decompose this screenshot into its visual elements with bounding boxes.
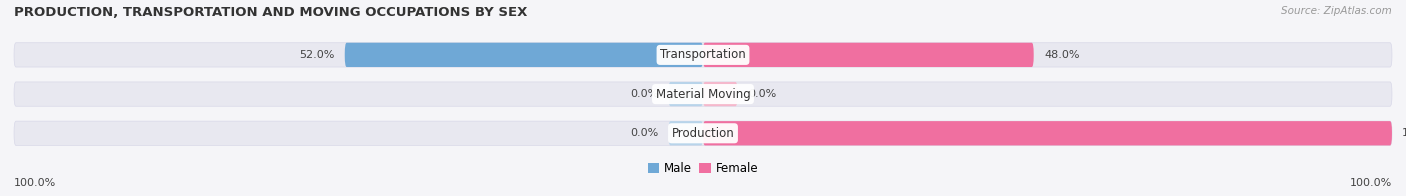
FancyBboxPatch shape: [703, 43, 1033, 67]
Text: 52.0%: 52.0%: [299, 50, 335, 60]
FancyBboxPatch shape: [703, 121, 1392, 145]
FancyBboxPatch shape: [14, 121, 1392, 145]
Text: 0.0%: 0.0%: [630, 89, 658, 99]
Text: 0.0%: 0.0%: [630, 128, 658, 138]
Text: Production: Production: [672, 127, 734, 140]
FancyBboxPatch shape: [669, 82, 703, 106]
Text: PRODUCTION, TRANSPORTATION AND MOVING OCCUPATIONS BY SEX: PRODUCTION, TRANSPORTATION AND MOVING OC…: [14, 6, 527, 19]
Text: Source: ZipAtlas.com: Source: ZipAtlas.com: [1281, 6, 1392, 16]
FancyBboxPatch shape: [703, 82, 738, 106]
FancyBboxPatch shape: [669, 121, 703, 145]
Text: 100.0%: 100.0%: [14, 178, 56, 188]
Legend: Male, Female: Male, Female: [643, 157, 763, 180]
Text: 100.0%: 100.0%: [1350, 178, 1392, 188]
FancyBboxPatch shape: [344, 43, 703, 67]
Text: Material Moving: Material Moving: [655, 88, 751, 101]
Text: Transportation: Transportation: [661, 48, 745, 61]
FancyBboxPatch shape: [14, 43, 1392, 67]
Text: 100.0%: 100.0%: [1402, 128, 1406, 138]
Text: 48.0%: 48.0%: [1045, 50, 1080, 60]
Text: 0.0%: 0.0%: [748, 89, 776, 99]
FancyBboxPatch shape: [14, 82, 1392, 106]
